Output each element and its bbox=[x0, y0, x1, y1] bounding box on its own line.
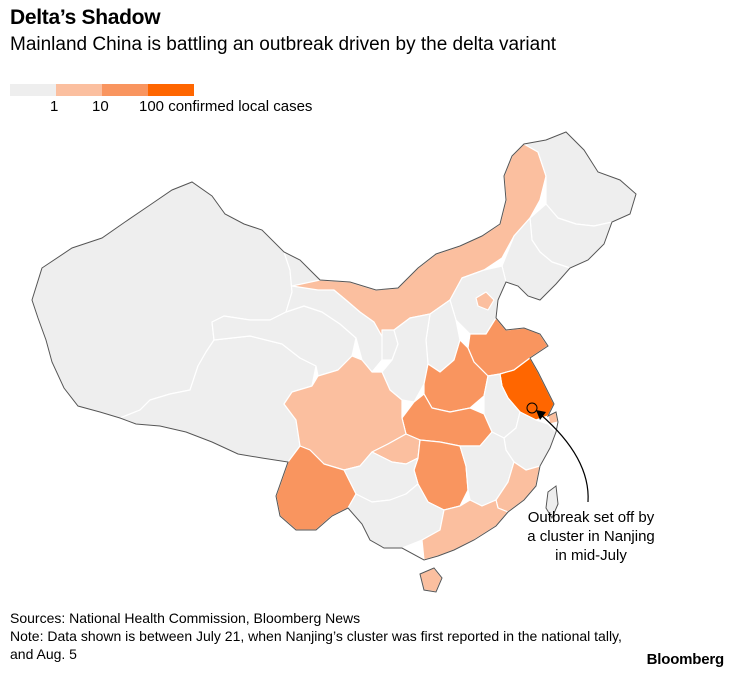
annotation-arrow bbox=[539, 413, 589, 503]
legend-swatch-10 bbox=[102, 84, 148, 96]
legend-tick-100: 100 confirmed local cases bbox=[139, 98, 313, 115]
legend-swatch-zero bbox=[10, 84, 56, 96]
sources-text: Sources: National Health Commission, Blo… bbox=[10, 610, 361, 626]
legend-tick-1: 1 bbox=[50, 98, 59, 115]
chart-title: Delta’s Shadow bbox=[10, 6, 161, 29]
china-province-map bbox=[31, 131, 637, 593]
chart-subtitle: Mainland China is battling an outbreak d… bbox=[10, 34, 557, 55]
footer-notes: Sources: National Health Commission, Blo… bbox=[10, 609, 630, 663]
region-henan bbox=[423, 339, 489, 413]
annotation-arrowhead bbox=[536, 410, 546, 420]
taiwan-outline bbox=[545, 485, 559, 520]
hainan-outline bbox=[419, 567, 443, 593]
annotation-line-3: in mid-July bbox=[555, 547, 627, 564]
region-beijing bbox=[475, 291, 495, 311]
note-text: Note: Data shown is between July 21, whe… bbox=[10, 628, 622, 662]
annotation-line-2: a cluster in Nanjing bbox=[527, 528, 655, 545]
legend-swatch-100 bbox=[148, 84, 194, 96]
nanjing-annotation: Outbreak set off by a cluster in Nanjing… bbox=[496, 508, 686, 565]
annotation-line-1: Outbreak set off by bbox=[527, 509, 655, 526]
nanjing-marker bbox=[526, 402, 538, 414]
legend-swatch-1 bbox=[56, 84, 102, 96]
bloomberg-logo: Bloomberg bbox=[646, 651, 725, 668]
legend-tick-10: 10 bbox=[92, 98, 109, 115]
legend: 1 10 100 confirmed local cases bbox=[10, 84, 312, 124]
china-outline bbox=[31, 131, 637, 561]
